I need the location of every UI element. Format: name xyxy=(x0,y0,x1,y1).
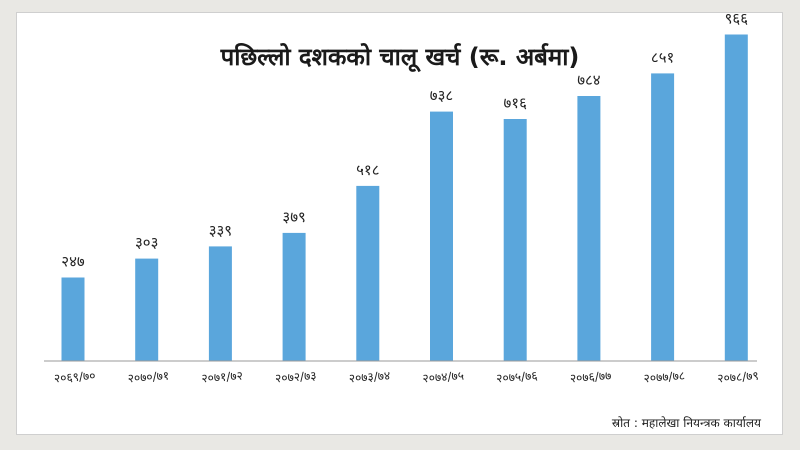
bar-6 xyxy=(503,119,527,361)
x-tick-label: २०७८/७९ xyxy=(717,369,759,386)
bar-value-label: ७३८ xyxy=(430,87,453,105)
x-tick-label: २०७१/७२ xyxy=(201,369,243,386)
x-tick-label: २०७०/७१ xyxy=(127,369,169,386)
x-tick-label: २०७२/७३ xyxy=(275,369,317,386)
x-tick-label: २०७४/७५ xyxy=(422,369,464,386)
bar-1 xyxy=(135,258,159,361)
chart-title: पछिल्लो दशकको चालू खर्च (रू. अर्बमा) xyxy=(220,43,580,73)
bar-value-label: ७१६ xyxy=(503,94,527,112)
x-tick-label: २०७५/७६ xyxy=(496,369,538,386)
bar-0 xyxy=(61,277,85,361)
bar-4 xyxy=(356,185,380,361)
bar-chart: पछिल्लो दशकको चालू खर्च (रू. अर्बमा) २४७… xyxy=(44,13,762,430)
bar-value-label: ५१८ xyxy=(356,161,379,179)
bar-value-label: ३३९ xyxy=(209,221,232,239)
bar-value-label: ८५१ xyxy=(651,48,674,66)
bar-value-label: ७८४ xyxy=(577,71,601,89)
bar-9 xyxy=(724,34,748,361)
source-note: स्रोत : महालेखा नियन्त्रक कार्यालय xyxy=(612,416,762,430)
x-tick-label: २०७३/७४ xyxy=(348,369,390,386)
bar-5 xyxy=(430,111,453,361)
x-tick-labels: २०६९/७० २०७०/७१ २०७१/७२ २०७२/७३ २०७३/७४ २०७४/… xyxy=(54,369,760,386)
bar-3 xyxy=(282,232,306,361)
bar-7 xyxy=(577,96,601,361)
bar-value-label: ३७९ xyxy=(282,208,305,226)
bars-group: २४७ ३०३ ३३९ ३७९ ५१८ ७३८ ७१६ ७८४ ८५१ ९६६ xyxy=(61,13,749,362)
bar-value-label: २४७ xyxy=(61,253,85,271)
x-tick-label: २०७६/७७ xyxy=(569,369,611,386)
x-tick-label: २०७७/७८ xyxy=(643,369,685,386)
bar-value-label: ९६६ xyxy=(725,13,749,28)
bar-2 xyxy=(208,246,232,361)
chart-frame: पछिल्लो दशकको चालू खर्च (रू. अर्बमा) २४७… xyxy=(16,12,783,435)
bar-value-label: ३०३ xyxy=(135,234,158,252)
x-tick-label: २०६९/७० xyxy=(54,369,96,386)
bar-8 xyxy=(651,73,675,362)
